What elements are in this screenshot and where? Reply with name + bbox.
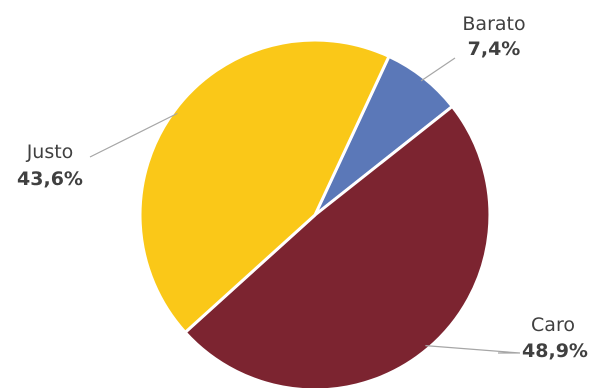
leader-line-justo bbox=[89, 112, 178, 158]
slice-value-barato: 7,4% bbox=[468, 38, 521, 60]
slice-label-justo: Justo bbox=[26, 141, 74, 163]
pie-slice-justo bbox=[138, 38, 391, 334]
slice-label-barato: Barato bbox=[462, 13, 525, 35]
leader-lines-layer bbox=[89, 57, 521, 354]
leader-line-barato bbox=[420, 57, 456, 82]
slices-layer bbox=[138, 38, 492, 388]
slice-label-caro: Caro bbox=[531, 314, 575, 336]
labels-layer: Barato 7,4% Caro 48,9% Justo 43,6% bbox=[17, 13, 588, 362]
slice-value-caro: 48,9% bbox=[522, 340, 588, 362]
slice-value-justo: 43,6% bbox=[17, 168, 83, 190]
pie-slice-caro bbox=[183, 104, 492, 388]
leader-line-caro bbox=[425, 345, 521, 354]
